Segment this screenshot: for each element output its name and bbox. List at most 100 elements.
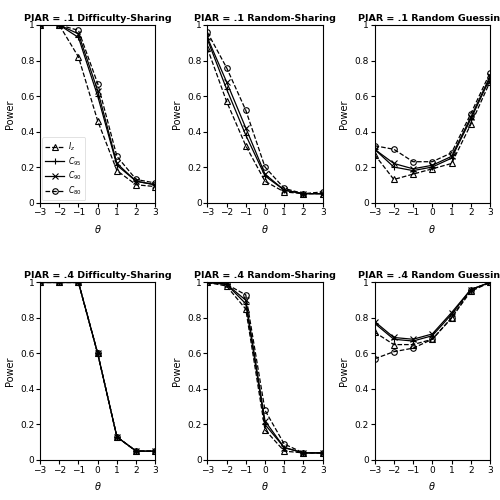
Line: $C_{95}$: $C_{95}$: [204, 36, 326, 197]
$C_{90}$: [243, 297, 249, 303]
$C_{80}$: [262, 408, 268, 414]
$C_{95}$: [152, 182, 158, 188]
$C_{80}$: [76, 28, 82, 34]
$I_z$: [94, 350, 100, 356]
$C_{80}$: [114, 434, 120, 440]
$C_{90}$: [262, 171, 268, 177]
$C_{95}$: [204, 36, 210, 42]
$C_{90}$: [430, 331, 436, 337]
Y-axis label: Power: Power: [339, 99, 349, 128]
$C_{80}$: [56, 280, 62, 285]
$C_{90}$: [262, 418, 268, 424]
$C_{90}$: [448, 154, 454, 160]
Y-axis label: Power: Power: [4, 356, 15, 386]
$I_z$: [204, 280, 210, 285]
$I_z$: [224, 283, 230, 289]
$I_z$: [76, 280, 82, 285]
X-axis label: $\theta$: $\theta$: [261, 222, 269, 234]
$C_{80}$: [391, 348, 397, 354]
$C_{95}$: [114, 434, 120, 440]
$C_{90}$: [372, 318, 378, 324]
$C_{90}$: [468, 114, 474, 120]
$C_{95}$: [94, 350, 100, 356]
$I_z$: [391, 176, 397, 182]
Y-axis label: Power: Power: [172, 99, 182, 128]
$C_{95}$: [448, 155, 454, 161]
X-axis label: $\theta$: $\theta$: [428, 480, 436, 492]
$C_{95}$: [410, 168, 416, 173]
$C_{80}$: [320, 450, 326, 456]
Title: PIAR = .4 Random Guessing: PIAR = .4 Random Guessing: [358, 272, 500, 280]
$C_{95}$: [114, 162, 120, 168]
$C_{90}$: [133, 178, 139, 184]
$I_z$: [320, 190, 326, 196]
$C_{95}$: [300, 190, 306, 196]
$I_z$: [320, 450, 326, 456]
$C_{95}$: [76, 34, 82, 40]
$C_{80}$: [76, 280, 82, 285]
Title: PIAR = .1 Random Guessing: PIAR = .1 Random Guessing: [358, 14, 500, 23]
$C_{80}$: [114, 154, 120, 160]
$I_z$: [133, 448, 139, 454]
X-axis label: $\theta$: $\theta$: [94, 480, 102, 492]
$I_z$: [391, 342, 397, 347]
$C_{90}$: [56, 280, 62, 285]
$C_{90}$: [430, 162, 436, 168]
$C_{80}$: [133, 448, 139, 454]
$C_{90}$: [281, 444, 287, 450]
$C_{95}$: [224, 281, 230, 287]
$C_{80}$: [448, 150, 454, 156]
$I_z$: [114, 168, 120, 173]
Line: $I_z$: $I_z$: [204, 46, 326, 197]
$C_{95}$: [262, 422, 268, 428]
$I_z$: [281, 448, 287, 454]
$I_z$: [133, 182, 139, 188]
$C_{95}$: [262, 173, 268, 179]
$C_{95}$: [391, 336, 397, 342]
Line: $C_{80}$: $C_{80}$: [204, 280, 326, 456]
Line: $I_z$: $I_z$: [372, 280, 493, 347]
$C_{80}$: [448, 315, 454, 321]
$C_{80}$: [281, 186, 287, 192]
$C_{95}$: [468, 286, 474, 292]
$C_{95}$: [372, 320, 378, 326]
$C_{95}$: [133, 178, 139, 184]
$C_{95}$: [56, 280, 62, 285]
Line: $C_{80}$: $C_{80}$: [372, 70, 493, 164]
$I_z$: [448, 315, 454, 321]
Title: PIAR = .4 Difficulty-Sharing: PIAR = .4 Difficulty-Sharing: [24, 272, 172, 280]
$C_{80}$: [281, 441, 287, 447]
$C_{90}$: [114, 160, 120, 166]
$C_{90}$: [300, 450, 306, 456]
Line: $C_{90}$: $C_{90}$: [204, 34, 326, 197]
$C_{95}$: [152, 448, 158, 454]
$C_{80}$: [410, 345, 416, 351]
$C_{90}$: [94, 88, 100, 94]
$C_{80}$: [300, 450, 306, 456]
Line: $C_{90}$: $C_{90}$: [36, 279, 159, 454]
$C_{80}$: [152, 448, 158, 454]
$I_z$: [37, 280, 43, 285]
$C_{95}$: [300, 450, 306, 456]
$C_{90}$: [152, 448, 158, 454]
$C_{90}$: [56, 22, 62, 28]
$C_{95}$: [468, 116, 474, 122]
$C_{90}$: [76, 280, 82, 285]
$C_{90}$: [391, 334, 397, 340]
$C_{80}$: [133, 176, 139, 182]
Line: $C_{80}$: $C_{80}$: [372, 280, 493, 361]
$I_z$: [300, 450, 306, 456]
$C_{80}$: [468, 286, 474, 292]
$C_{95}$: [430, 332, 436, 338]
$I_z$: [152, 184, 158, 190]
Line: $C_{90}$: $C_{90}$: [36, 22, 159, 188]
$C_{95}$: [372, 146, 378, 152]
$C_{80}$: [391, 146, 397, 152]
$C_{90}$: [391, 160, 397, 166]
$C_{80}$: [487, 280, 493, 285]
Line: $C_{95}$: $C_{95}$: [371, 75, 494, 174]
$I_z$: [94, 118, 100, 124]
$C_{90}$: [133, 448, 139, 454]
$C_{95}$: [133, 448, 139, 454]
$I_z$: [487, 79, 493, 85]
